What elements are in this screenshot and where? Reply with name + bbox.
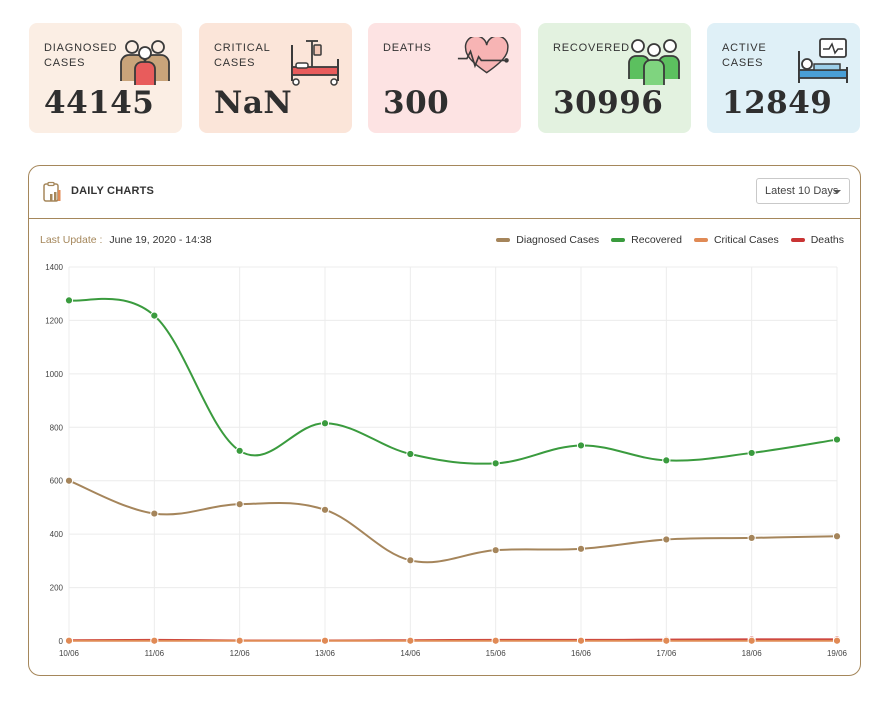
data-point xyxy=(150,509,159,518)
last-update: Last Update : June 19, 2020 - 14:38 xyxy=(40,234,212,246)
daily-charts-panel: DAILY CHARTS Latest 10 Days Last Update … xyxy=(28,165,861,676)
y-tick-label: 800 xyxy=(50,423,64,432)
panel-header: DAILY CHARTS Latest 10 Days xyxy=(29,166,860,219)
legend-swatch xyxy=(611,238,626,242)
chart-legend: Diagnosed Cases Recovered Critical Cases De… xyxy=(496,234,844,246)
legend-item[interactable]: Critical Cases xyxy=(693,234,779,246)
stat-card-recovered: RECOVERED 30996 xyxy=(538,23,691,133)
legend-item[interactable]: Deaths xyxy=(790,234,844,246)
y-tick-label: 600 xyxy=(50,477,64,486)
y-tick-label: 1400 xyxy=(45,263,63,272)
x-tick-label: 18/06 xyxy=(742,649,763,658)
data-point xyxy=(491,459,500,468)
y-tick-label: 200 xyxy=(50,584,64,593)
stat-card-value: 12849 xyxy=(722,85,833,121)
legend-label: Critical Cases xyxy=(713,234,779,246)
data-point xyxy=(406,556,415,565)
stat-card-value: 30996 xyxy=(553,85,664,121)
y-tick-label: 1000 xyxy=(45,370,63,379)
data-point xyxy=(832,435,842,444)
data-point xyxy=(406,636,415,645)
data-point xyxy=(406,449,415,459)
legend-item[interactable]: Diagnosed Cases xyxy=(496,234,599,246)
data-point xyxy=(64,476,74,485)
data-point xyxy=(320,636,330,645)
x-tick-label: 13/06 xyxy=(315,649,336,658)
data-point xyxy=(320,419,330,428)
data-point xyxy=(235,500,244,509)
legend-label: Diagnosed Cases xyxy=(516,234,600,246)
series-line xyxy=(68,479,838,564)
data-point xyxy=(747,448,756,458)
data-point xyxy=(150,311,159,320)
legend-label: Deaths xyxy=(810,234,844,246)
legend-label: Recovered xyxy=(631,234,682,246)
stat-card-label: ACTIVE CASES xyxy=(722,42,767,69)
x-tick-label: 17/06 xyxy=(656,649,677,658)
stat-card-label: DEATHS xyxy=(383,42,432,54)
data-point xyxy=(576,636,586,645)
date-range-select[interactable]: Latest 10 Days xyxy=(756,178,850,204)
heartbeat-icon xyxy=(457,35,511,87)
x-tick-label: 12/06 xyxy=(230,649,251,658)
stat-card-label: RECOVERED xyxy=(553,42,630,54)
recovered-people-icon xyxy=(627,37,681,87)
panel-title: DAILY CHARTS xyxy=(71,185,155,197)
y-tick-label: 0 xyxy=(59,637,64,646)
x-tick-label: 16/06 xyxy=(571,649,592,658)
hospital-bed-icon xyxy=(288,37,342,87)
patient-monitor-icon xyxy=(796,37,850,87)
data-point xyxy=(491,636,500,645)
stat-card-deaths: DEATHS 300 xyxy=(368,23,521,133)
data-point xyxy=(64,636,74,645)
data-point xyxy=(662,636,671,645)
data-point xyxy=(832,636,842,645)
data-point xyxy=(235,636,244,645)
stat-card-value: 300 xyxy=(383,85,450,121)
data-point xyxy=(662,456,671,465)
data-point xyxy=(235,446,244,455)
y-tick-label: 400 xyxy=(50,530,64,539)
y-tick-label: 1200 xyxy=(45,316,63,325)
x-tick-label: 19/06 xyxy=(827,649,848,658)
legend-swatch xyxy=(693,238,708,242)
stat-card-label: CRITICAL CASES xyxy=(214,42,271,69)
legend-item[interactable]: Recovered xyxy=(611,234,682,246)
data-point xyxy=(491,546,500,555)
line-chart: 0 200 400 600 800 1000 1200 1400 10/06 11/06 12/06… xyxy=(45,263,848,658)
x-tick-label: 15/06 xyxy=(486,649,507,658)
x-tick-label: 10/06 xyxy=(59,649,80,658)
stat-card-diagnosed-cases: DIAGNOSED CASES 44145 xyxy=(29,23,182,133)
data-point xyxy=(576,544,586,553)
stat-card-active-cases: ACTIVE CASES 12849 xyxy=(707,23,860,133)
series-line xyxy=(68,297,838,465)
x-tick-label: 14/06 xyxy=(400,649,421,658)
data-point xyxy=(662,535,671,544)
last-update-value: June 19, 2020 - 14:38 xyxy=(109,234,212,246)
data-point xyxy=(747,533,756,542)
date-range-value: Latest 10 Days xyxy=(765,185,839,197)
stat-card-critical-cases: CRITICAL CASES NaN xyxy=(199,23,352,133)
data-point xyxy=(576,441,586,450)
chevron-down-icon xyxy=(833,190,841,194)
last-update-label: Last Update : xyxy=(40,234,103,246)
stat-card-label: DIAGNOSED CASES xyxy=(44,42,118,69)
data-point xyxy=(150,636,159,645)
clipboard-chart-icon xyxy=(43,181,61,202)
data-point xyxy=(832,532,842,541)
people-icon xyxy=(118,37,172,87)
legend-swatch xyxy=(496,238,511,242)
data-point xyxy=(747,636,756,645)
data-point xyxy=(64,296,74,305)
data-point xyxy=(320,505,330,514)
x-tick-label: 11/06 xyxy=(145,649,165,658)
legend-swatch xyxy=(790,238,805,242)
stat-card-value: 44145 xyxy=(44,85,155,121)
stat-card-value: NaN xyxy=(214,85,293,121)
